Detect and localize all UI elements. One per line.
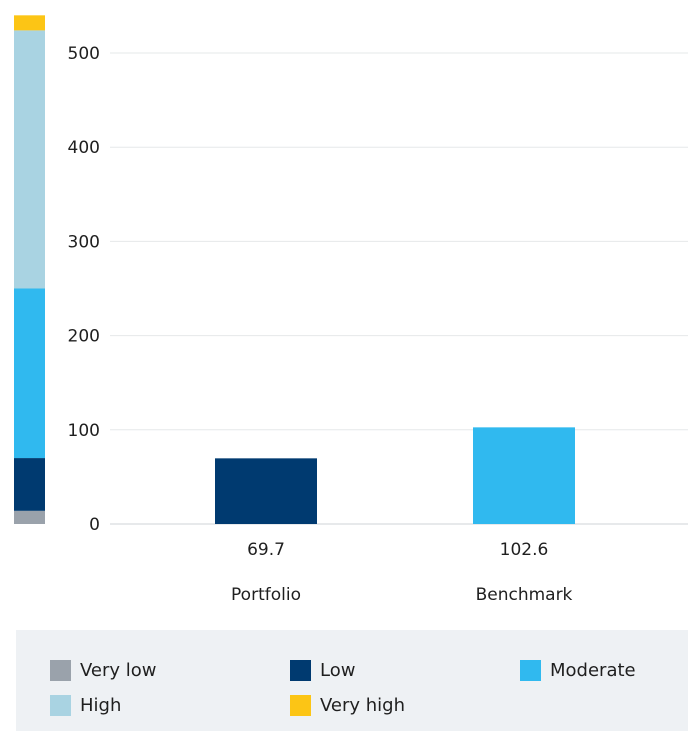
value-labels: 69.7 102.6 xyxy=(247,540,548,560)
legend-label: High xyxy=(80,695,122,716)
legend-item-high: High xyxy=(50,695,121,716)
category-label: Benchmark xyxy=(476,585,573,605)
legend-swatch xyxy=(50,695,71,716)
chart: 0 100 200 300 400 500 69.7 102.6 Portfolio Benc… xyxy=(14,15,688,605)
legend-label: Very high xyxy=(320,695,406,716)
legend-label: Very low xyxy=(80,660,157,681)
y-axis-ticks: 0 100 200 300 400 500 xyxy=(68,44,100,535)
bar-portfolio xyxy=(215,458,317,524)
scale-band-very-low xyxy=(14,510,45,524)
legend: Very low Low Moderate High Very high xyxy=(16,630,688,731)
category-labels: Portfolio Benchmark xyxy=(231,585,573,605)
y-tick-label: 400 xyxy=(68,138,100,158)
legend-label: Low xyxy=(320,660,356,681)
category-label: Portfolio xyxy=(231,585,301,605)
gridlines xyxy=(110,52,688,525)
legend-swatch xyxy=(290,695,311,716)
legend-label: Moderate xyxy=(550,660,636,681)
bar-benchmark xyxy=(473,427,575,524)
y-tick-label: 500 xyxy=(68,44,100,64)
scale-band-low xyxy=(14,458,45,511)
legend-swatch xyxy=(290,660,311,681)
y-tick-label: 300 xyxy=(68,232,100,252)
bars xyxy=(215,427,575,524)
legend-item-low: Low xyxy=(290,660,355,681)
legend-item-moderate: Moderate xyxy=(520,660,636,681)
y-tick-label: 100 xyxy=(68,421,100,441)
scale-bar xyxy=(14,15,45,524)
legend-swatch xyxy=(50,660,71,681)
scale-band-moderate xyxy=(14,288,45,459)
value-label: 102.6 xyxy=(500,540,549,560)
scale-band-very-high xyxy=(14,15,45,31)
legend-swatch xyxy=(520,660,541,681)
y-tick-label: 0 xyxy=(89,515,100,535)
legend-item-very-high: Very high xyxy=(290,695,405,716)
value-label: 69.7 xyxy=(247,540,285,560)
legend-item-very-low: Very low xyxy=(50,660,157,681)
scale-band-high xyxy=(14,30,45,289)
y-tick-label: 200 xyxy=(68,327,100,347)
